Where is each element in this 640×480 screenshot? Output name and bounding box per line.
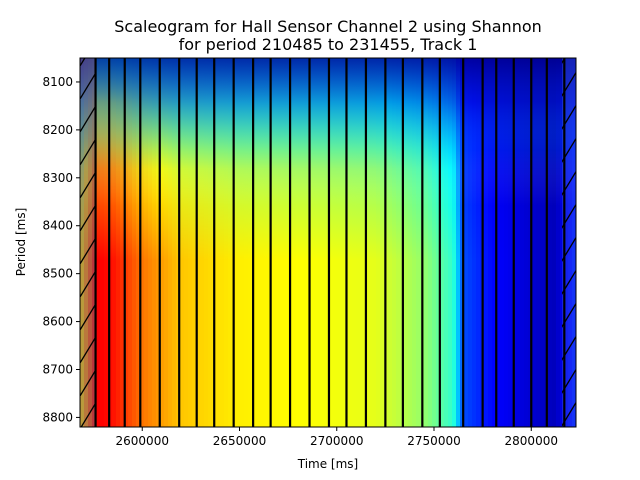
y-tick-label: 8200 — [42, 123, 73, 137]
chart-title: Scaleogram for Hall Sensor Channel 2 usi… — [114, 17, 542, 36]
cone-hatch — [562, 58, 576, 427]
y-tick-label: 8400 — [42, 219, 73, 233]
x-tick-label: 2800000 — [505, 434, 558, 448]
x-axis-label: Time [ms] — [297, 457, 359, 471]
x-tick-label: 2600000 — [116, 434, 169, 448]
y-tick-label: 8300 — [42, 171, 73, 185]
y-tick-label: 8100 — [42, 75, 73, 89]
cone-of-influence — [80, 58, 576, 427]
y-tick-label: 8800 — [42, 410, 73, 424]
plot-area — [80, 58, 576, 427]
y-axis-ticks: 8100 8200 8300 8400 8500 8600 8700 8800 — [42, 75, 80, 424]
vertical-marker-lines — [94, 58, 566, 427]
y-tick-label: 8700 — [42, 362, 73, 376]
x-tick-label: 2700000 — [310, 434, 363, 448]
x-tick-label: 2650000 — [213, 434, 266, 448]
y-tick-label: 8600 — [42, 315, 73, 329]
x-tick-label: 2750000 — [407, 434, 460, 448]
y-axis-label: Period [ms] — [14, 208, 28, 277]
plot-frame — [79, 57, 577, 428]
chart-subtitle: for period 210485 to 231455, Track 1 — [179, 35, 478, 54]
x-axis-ticks: 2600000 2650000 2700000 2750000 2800000 — [116, 427, 558, 448]
y-tick-label: 8500 — [42, 267, 73, 281]
cone-hatch — [80, 58, 96, 427]
